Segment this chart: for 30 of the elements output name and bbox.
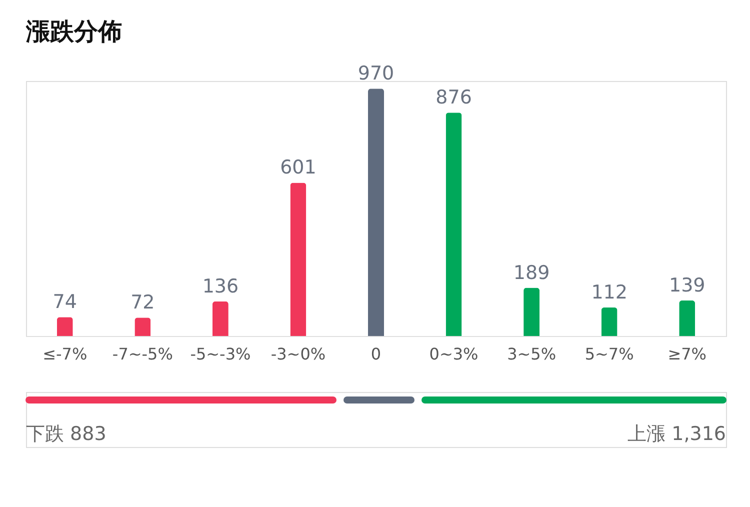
x-tick-label: 0 xyxy=(370,344,382,364)
x-tick-label: ≥7% xyxy=(668,344,707,364)
bar xyxy=(679,300,696,336)
data-label: 601 xyxy=(280,156,316,179)
data-label: 876 xyxy=(436,86,472,109)
data-label: 189 xyxy=(513,262,550,284)
x-tick-label: -5~-3% xyxy=(190,344,251,364)
bar xyxy=(56,317,73,336)
data-label: 970 xyxy=(358,62,394,85)
data-label: 112 xyxy=(591,281,628,304)
bar xyxy=(212,301,228,336)
bar xyxy=(290,182,306,336)
text: 上漲 1,316 xyxy=(628,423,726,445)
x-tick-label: 5~7% xyxy=(584,344,634,364)
data-label: 74 xyxy=(52,291,77,314)
x-tick-label: 0~3% xyxy=(429,344,478,364)
bar xyxy=(134,318,151,336)
data-label: 72 xyxy=(130,292,155,314)
x-tick-label: ≤-7% xyxy=(42,344,88,364)
data-label: 136 xyxy=(202,275,239,298)
x-tick-label: -7~-5% xyxy=(112,344,173,364)
text: 下跌 883 xyxy=(26,423,106,445)
x-tick-label: -3~0% xyxy=(270,344,326,364)
bar xyxy=(601,307,618,336)
bar xyxy=(368,88,384,336)
bar xyxy=(524,288,540,336)
data-label: 139 xyxy=(668,274,706,297)
chart-title: 漲跌分佈 xyxy=(25,18,122,46)
bar xyxy=(446,112,462,336)
x-tick-label: 3~5% xyxy=(507,344,556,364)
